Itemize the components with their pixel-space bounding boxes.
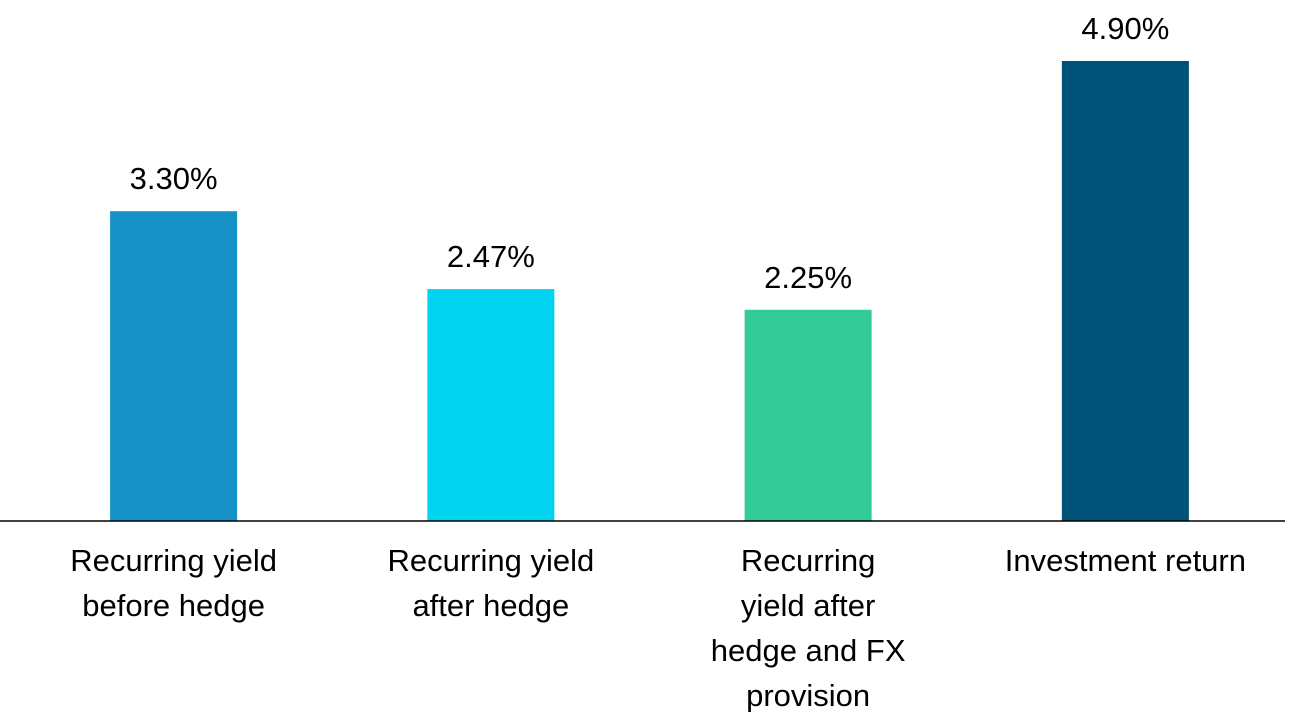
bar: [744, 309, 872, 521]
category-label: Investment return: [1004, 543, 1246, 578]
value-label: 3.30%: [130, 161, 218, 196]
category-label: Recurring yield after hedge and FX provi…: [710, 543, 906, 712]
value-label: 2.25%: [764, 260, 852, 295]
value-label: 2.47%: [447, 239, 535, 274]
category-label: Recurring yield before hedge: [70, 543, 277, 623]
bar: [427, 289, 555, 521]
bar: [110, 211, 238, 521]
bar: [1061, 61, 1189, 521]
category-label: Recurring yield after hedge: [387, 543, 595, 623]
value-label: 4.90%: [1081, 11, 1169, 46]
